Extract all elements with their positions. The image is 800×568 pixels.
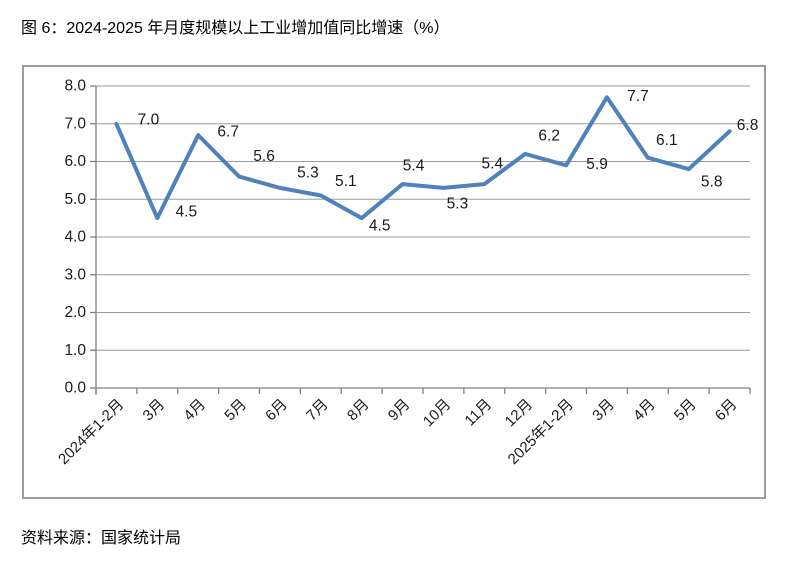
y-tick-label: 8.0 xyxy=(64,78,86,95)
source-note: 资料来源：国家统计局 xyxy=(21,530,182,547)
x-tick-label: 6月 xyxy=(262,396,291,425)
data-label: 6.7 xyxy=(217,124,239,141)
data-label: 5.9 xyxy=(586,156,608,173)
data-label: 6.8 xyxy=(737,117,759,134)
y-tick-label: 0.0 xyxy=(64,380,86,397)
y-tick-label: 7.0 xyxy=(64,115,86,132)
y-tick-label: 2.0 xyxy=(64,304,86,321)
data-label: 5.3 xyxy=(447,195,469,212)
x-tick-label: 9月 xyxy=(385,396,414,425)
line-chart: 0.0 1.0 2.0 3.0 4.0 5.0 6.0 7.0 8.0 2024年1-2月 3月 4月… xyxy=(55,78,759,468)
x-tick-label: 3月 xyxy=(140,396,169,425)
data-label: 5.4 xyxy=(482,156,504,173)
y-tick-label: 3.0 xyxy=(64,266,86,283)
data-label: 6.2 xyxy=(538,127,560,144)
x-tick-label: 6月 xyxy=(712,396,741,425)
chart-title: 图 6：2024-2025 年月度规模以上工业增加值同比增速（%） xyxy=(21,20,450,37)
data-label: 7.7 xyxy=(627,88,649,105)
x-tick-label: 2024年1-2月 xyxy=(55,396,127,468)
data-label: 5.3 xyxy=(297,164,319,181)
y-tick-label: 1.0 xyxy=(64,342,86,359)
x-tick-label: 4月 xyxy=(630,396,659,425)
y-tick-label: 6.0 xyxy=(64,153,86,170)
data-label: 4.5 xyxy=(176,204,198,221)
x-tick-label: 11月 xyxy=(461,396,495,430)
x-tick-label: 3月 xyxy=(589,396,618,425)
x-tick-label: 12月 xyxy=(502,396,536,430)
x-tick-label: 4月 xyxy=(180,396,209,425)
chart-frame: 0.0 1.0 2.0 3.0 4.0 5.0 6.0 7.0 8.0 2024年1-2月 3月 4月… xyxy=(22,65,766,499)
x-tick-label: 7月 xyxy=(303,396,332,425)
data-series-line xyxy=(114,95,732,221)
y-tick-label: 4.0 xyxy=(64,229,86,246)
x-tick-label: 5月 xyxy=(671,396,700,425)
data-label: 5.6 xyxy=(253,148,275,165)
data-label: 6.1 xyxy=(656,132,678,149)
x-tick-label: 5月 xyxy=(221,396,250,425)
x-tick-label: 10月 xyxy=(420,396,454,430)
data-label: 5.1 xyxy=(335,173,357,190)
data-label: 7.0 xyxy=(138,111,160,128)
data-label: 5.8 xyxy=(701,174,723,191)
data-label: 5.4 xyxy=(403,158,425,175)
x-tick-label: 8月 xyxy=(344,396,373,425)
y-tick-label: 5.0 xyxy=(64,191,86,208)
data-label: 4.5 xyxy=(369,218,391,235)
